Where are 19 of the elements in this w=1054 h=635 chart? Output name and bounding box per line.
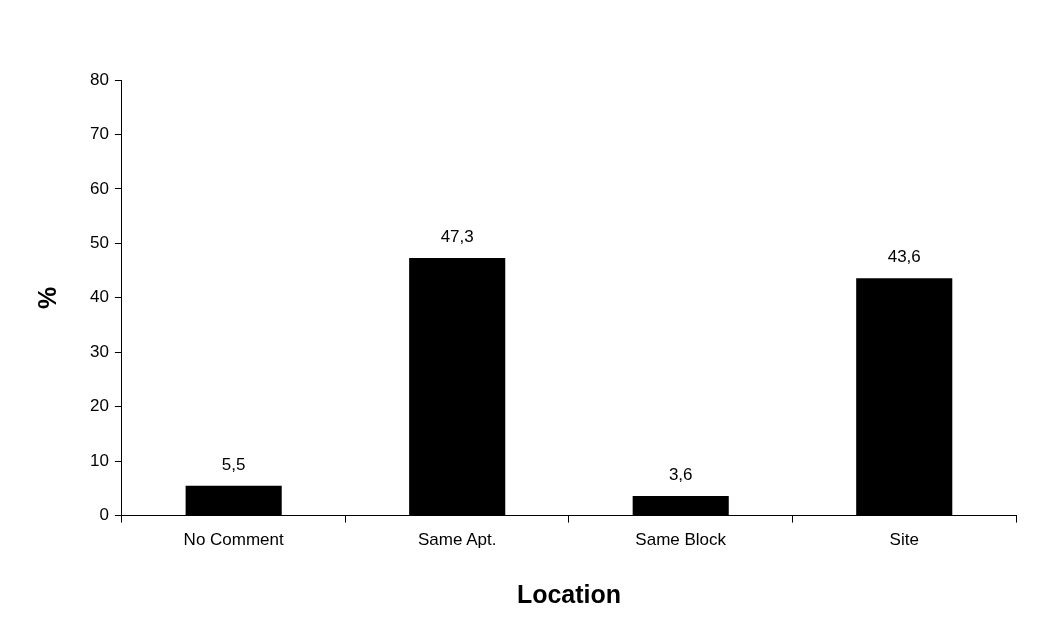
y-tick-label: 60 — [89, 178, 109, 198]
y-tick-label: 70 — [89, 124, 109, 144]
x-tick-label: Same Block — [635, 530, 727, 550]
x-tick-label: No Comment — [183, 530, 285, 550]
data-label: 3,6 — [668, 465, 693, 485]
y-tick-label: 0 — [99, 505, 109, 525]
data-label: 5,5 — [221, 454, 246, 474]
data-label: 43,6 — [887, 247, 921, 267]
y-tick-label: 50 — [89, 233, 109, 253]
x-tick-label: Site — [889, 530, 919, 550]
y-tick-label: 10 — [89, 450, 109, 470]
y-tick-label: 80 — [89, 69, 109, 89]
x-axis-title: Location — [516, 579, 622, 608]
y-axis-title: % — [32, 286, 61, 309]
y-tick-label: 30 — [89, 341, 109, 361]
data-label: 47,3 — [440, 227, 474, 247]
y-tick-label: 20 — [89, 396, 109, 416]
x-tick-label: Same Apt. — [417, 530, 497, 550]
y-tick-label: 40 — [89, 287, 109, 307]
